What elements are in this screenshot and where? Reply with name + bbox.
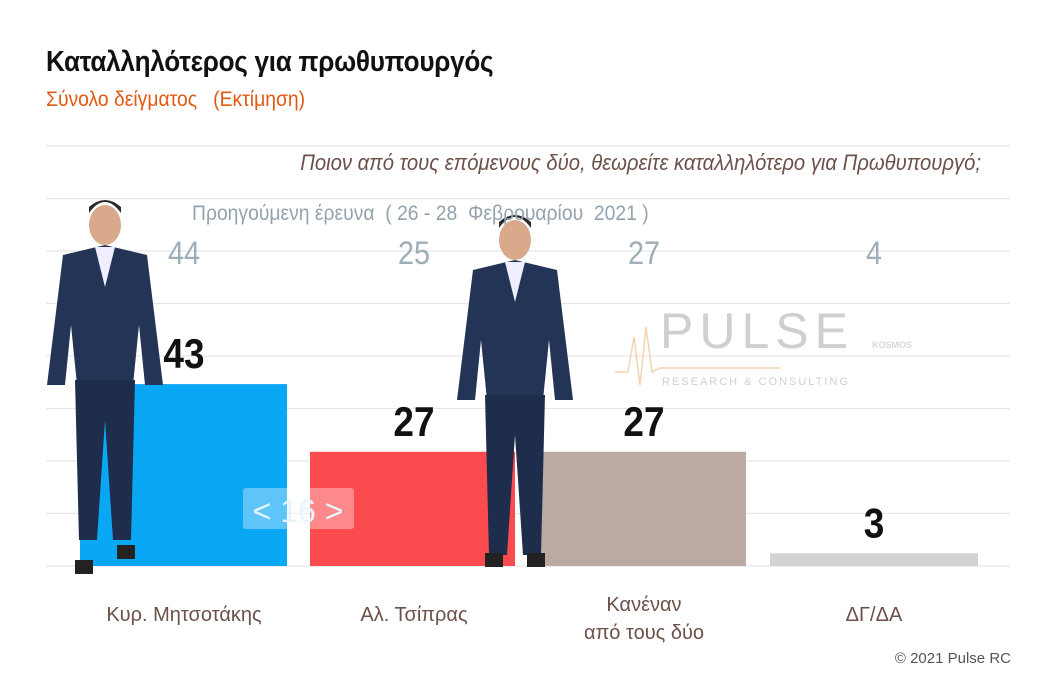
watermark-logo: PULSE (660, 303, 854, 359)
category-label: Κανέναν (606, 594, 681, 616)
chart-subtitle: Σύνολο δείγματος (Εκτίμηση) (46, 88, 306, 111)
copyright: © 2021 Pulse RC (894, 650, 1011, 667)
category-label: Αλ. Τσίπρας (360, 604, 468, 626)
watermark-sub: KOSMOS (872, 340, 912, 350)
category-label: Κυρ. Μητσοτάκης (106, 604, 262, 626)
bar-value-label: 3 (864, 500, 885, 547)
category-label: από τους δύο (584, 622, 704, 644)
previous-value-label: 25 (398, 236, 430, 272)
previous-value-label: 44 (168, 236, 200, 272)
previous-value-label: 27 (628, 236, 660, 272)
chart-title: Καταλληλότερος για πρωθυπουργός (46, 46, 494, 78)
bar-3 (770, 553, 978, 566)
survey-question: Ποιον από τους επόμενους δύο, θεωρείτε κ… (300, 150, 981, 175)
previous-survey-label: Προηγούμενη έρευνα ( 26 - 28 Φεβρουαρίου… (192, 202, 649, 225)
bar-value-label: 27 (623, 399, 664, 446)
category-label: ΔΓ/ΔΑ (846, 604, 903, 626)
bar-value-label: 27 (393, 399, 434, 446)
person-tsipras (457, 215, 573, 567)
difference-badge (243, 488, 354, 529)
bar-1 (310, 451, 515, 566)
watermark-tagline: RESEARCH & CONSULTING (662, 376, 850, 388)
previous-value-label: 4 (866, 236, 882, 272)
bar-2 (540, 451, 746, 566)
bar-value-label: 43 (163, 331, 204, 378)
difference-label: < 16 > (253, 493, 344, 529)
person-mitsotakis (47, 200, 163, 574)
watermark-pulse-line (615, 326, 780, 386)
